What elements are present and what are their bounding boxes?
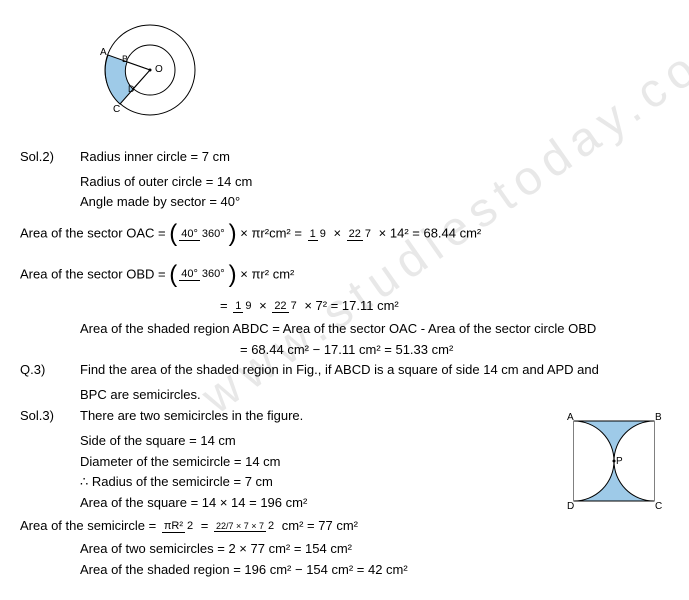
sol2-label: Sol.2)	[20, 147, 80, 168]
svg-text:40°: 40°	[127, 69, 139, 78]
svg-text:P: P	[616, 456, 623, 467]
svg-text:D: D	[567, 501, 574, 512]
sol2-obd-1: Area of the sector OBD = 40°360° × πr² c…	[20, 256, 669, 294]
sol3-two-semi: Area of two semicircles = 2 × 77 cm² = 1…	[80, 539, 669, 560]
sol3-line1: There are two semicircles in the figure.	[80, 406, 549, 427]
svg-text:A: A	[567, 412, 574, 423]
sol3-label: Sol.3)	[20, 406, 80, 427]
svg-text:A: A	[100, 47, 107, 58]
circle-sector-diagram: O A B C D 40°	[80, 20, 669, 137]
sol2-oac: Area of the sector OAC = 40°360° × πr²cm…	[20, 215, 669, 253]
svg-text:B: B	[122, 54, 128, 64]
svg-text:D: D	[128, 84, 135, 94]
sol2-obd-2: = 19 × 227 × 7² = 17.11 cm²	[220, 296, 669, 317]
square-semicircles-diagram: A B C D P	[559, 406, 669, 523]
sol2-line2: Radius of outer circle = 14 cm	[80, 172, 669, 193]
svg-text:C: C	[655, 501, 662, 512]
q3-text1: Find the area of the shaded region in Fi…	[80, 360, 669, 381]
svg-text:C: C	[113, 104, 120, 115]
svg-text:B: B	[655, 412, 662, 423]
svg-text:O: O	[155, 64, 163, 75]
sol2-line3: Angle made by sector = 40°	[80, 192, 669, 213]
q3-text2: BPC are semicircles.	[80, 385, 669, 406]
q3-label: Q.3)	[20, 360, 80, 381]
sol3-final: Area of the shaded region = 196 cm² − 15…	[80, 560, 669, 581]
sol2-line1: Radius inner circle = 7 cm	[80, 147, 669, 168]
sol2-shaded-calc: = 68.44 cm² − 17.11 cm² = 51.33 cm²	[240, 340, 669, 361]
sol2-shaded-label: Area of the shaded region ABDC = Area of…	[80, 319, 669, 340]
